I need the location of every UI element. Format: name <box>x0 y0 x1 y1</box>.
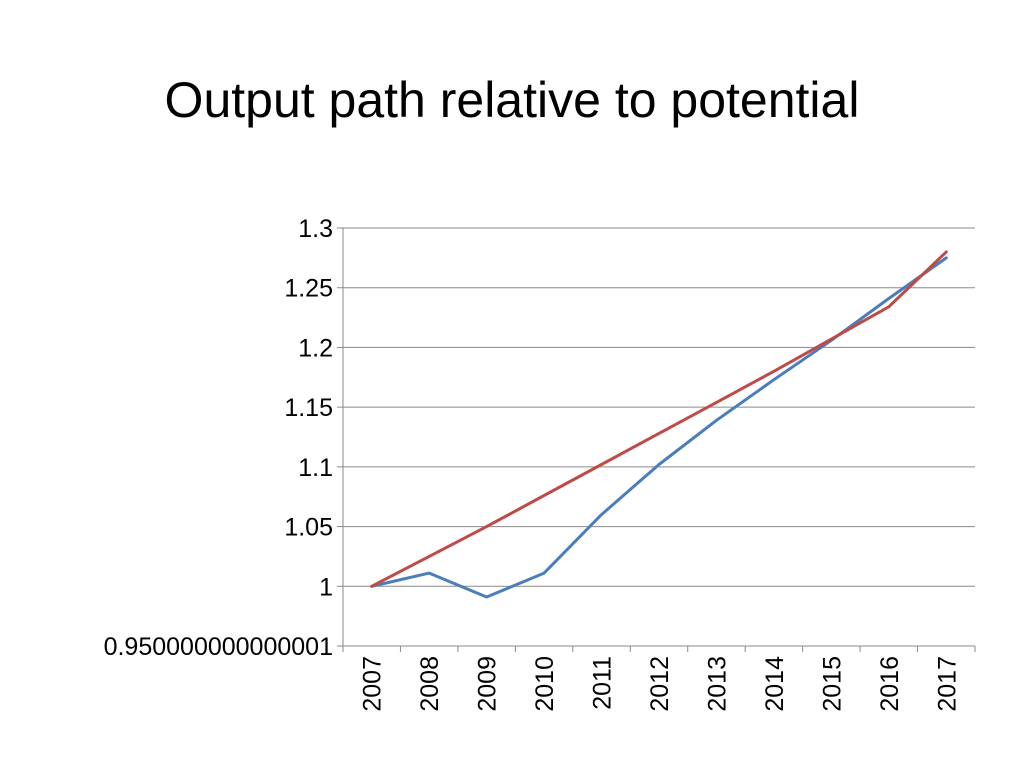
x-tick-label: 2009 <box>474 656 502 712</box>
y-tick-label: 1.1 <box>298 454 333 482</box>
x-tick-label: 2010 <box>531 656 559 712</box>
y-axis-ticks: 0.950000000000001 1 1.05 1.1 1.15 1.2 1.25 1.3 <box>104 215 333 661</box>
x-tick-label: 2017 <box>933 656 961 712</box>
x-tick-label: 2013 <box>703 656 731 712</box>
x-tick-label: 2007 <box>359 656 387 712</box>
x-tick-label: 2014 <box>761 656 789 712</box>
y-tick-label: 1.3 <box>298 215 333 243</box>
series-lines <box>370 250 948 599</box>
series-line-2 <box>370 250 948 588</box>
x-tick-label: 2015 <box>818 656 846 712</box>
y-tick-label: 1 <box>319 573 333 601</box>
x-tick-label: 2011 <box>589 656 617 710</box>
x-axis-ticks: 2007 2008 2009 2010 2011 2012 2013 2014 2015 2016… <box>359 656 962 712</box>
y-tick-label: 0.950000000000001 <box>104 633 333 661</box>
y-tick-label: 1.2 <box>298 334 333 362</box>
y-tick-label: 1.05 <box>284 514 333 542</box>
slide-title: Output path relative to potential <box>164 72 860 128</box>
y-tick-label: 1.15 <box>284 394 333 422</box>
x-tick-label: 2012 <box>646 656 674 712</box>
x-tick-label: 2008 <box>416 656 444 712</box>
x-tick-label: 2016 <box>876 656 904 712</box>
y-tick-label: 1.25 <box>284 275 333 303</box>
gridlines <box>343 227 975 587</box>
series-line-1 <box>370 256 948 599</box>
axes <box>337 227 976 652</box>
